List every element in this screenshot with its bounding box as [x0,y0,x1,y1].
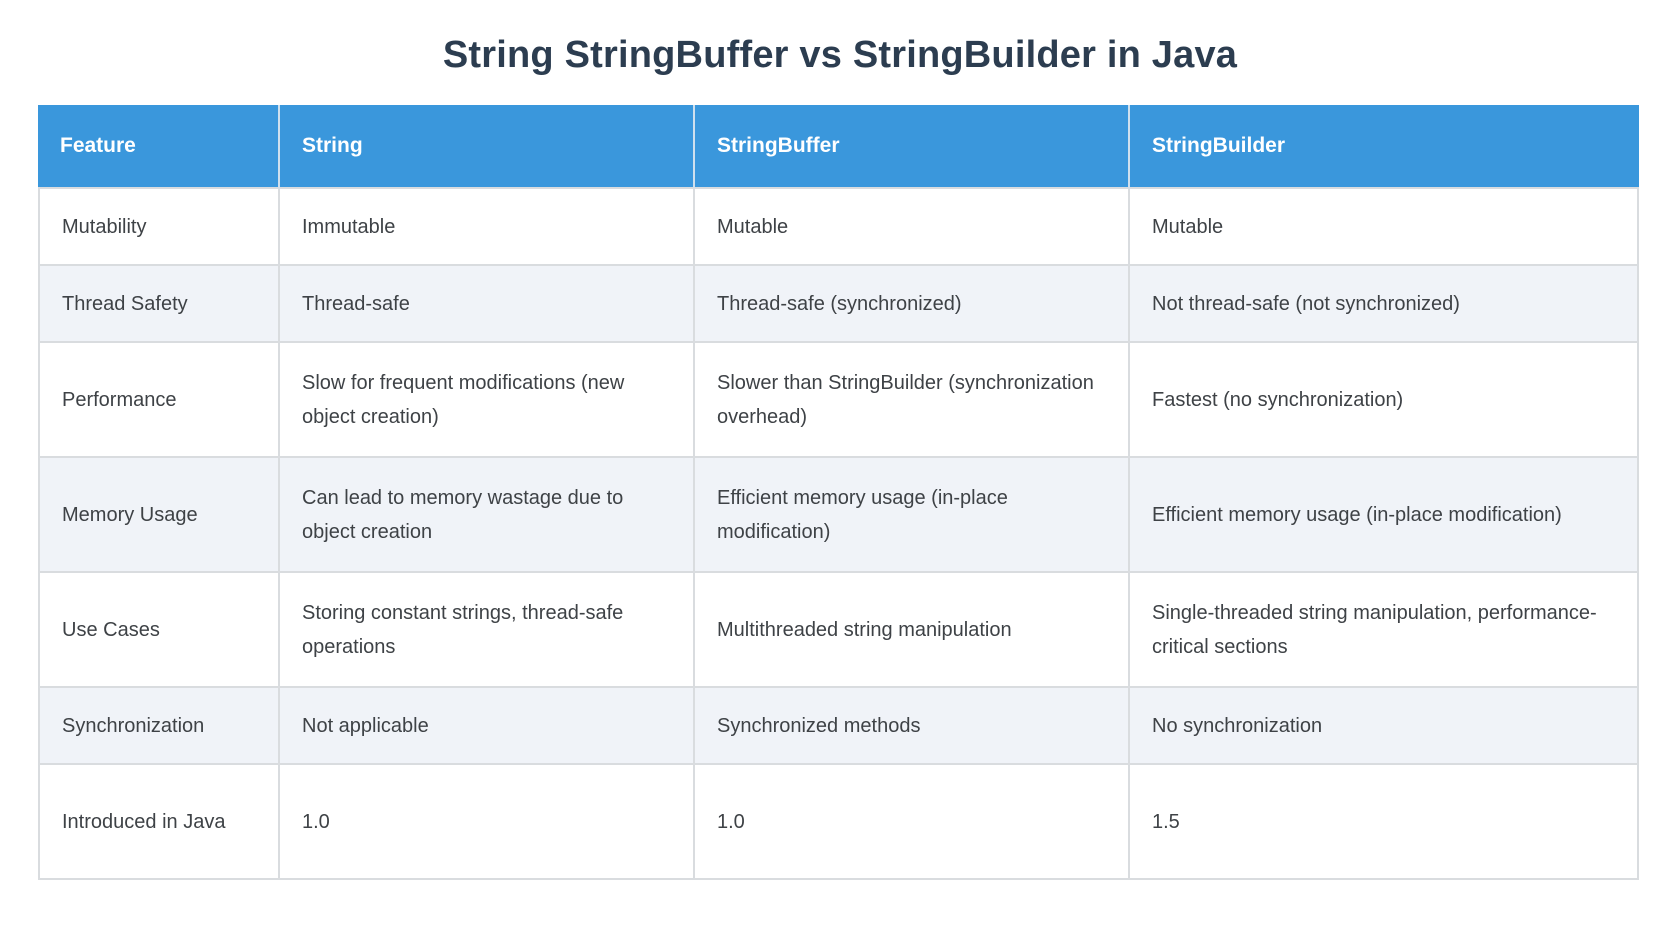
stringbuffer-cell: Slower than StringBuilder (synchronizati… [695,343,1130,458]
stringbuilder-cell: Efficient memory usage (in-place modific… [1130,458,1639,573]
header-cell-feature: Feature [38,105,280,189]
string-cell: 1.0 [280,765,695,880]
stringbuilder-cell: Single-threaded string manipulation, per… [1130,573,1639,688]
stringbuilder-cell: Not thread-safe (not synchronized) [1130,266,1639,343]
stringbuffer-cell: Thread-safe (synchronized) [695,266,1130,343]
table-row-synchronization: Synchronization Not applicable Synchroni… [38,688,1639,765]
header-cell-stringbuffer: StringBuffer [695,105,1130,189]
comparison-table: Feature String StringBuffer StringBuilde… [38,105,1639,880]
table-header: Feature String StringBuffer StringBuilde… [38,105,1639,189]
string-cell: Not applicable [280,688,695,765]
string-cell: Immutable [280,189,695,266]
stringbuffer-cell: Mutable [695,189,1130,266]
stringbuffer-cell: 1.0 [695,765,1130,880]
stringbuilder-cell: Fastest (no synchronization) [1130,343,1639,458]
table-row-use-cases: Use Cases Storing constant strings, thre… [38,573,1639,688]
stringbuffer-cell: Synchronized methods [695,688,1130,765]
stringbuilder-cell: No synchronization [1130,688,1639,765]
table-row-performance: Performance Slow for frequent modificati… [38,343,1639,458]
table-body: Mutability Immutable Mutable Mutable Thr… [38,189,1639,880]
comparison-table-container: Feature String StringBuffer StringBuilde… [38,105,1639,880]
stringbuilder-cell: 1.5 [1130,765,1639,880]
stringbuffer-cell: Efficient memory usage (in-place modific… [695,458,1130,573]
string-cell: Thread-safe [280,266,695,343]
header-cell-stringbuilder: StringBuilder [1130,105,1639,189]
feature-cell: Thread Safety [38,266,280,343]
feature-cell: Memory Usage [38,458,280,573]
header-row: Feature String StringBuffer StringBuilde… [38,105,1639,189]
feature-cell: Introduced in Java [38,765,280,880]
feature-cell: Synchronization [38,688,280,765]
page-title: String StringBuffer vs StringBuilder in … [442,34,1238,76]
stringbuilder-cell: Mutable [1130,189,1639,266]
stringbuffer-cell: Multithreaded string manipulation [695,573,1130,688]
feature-cell: Performance [38,343,280,458]
header-cell-string: String [280,105,695,189]
string-cell: Slow for frequent modifications (new obj… [280,343,695,458]
table-row-mutability: Mutability Immutable Mutable Mutable [38,189,1639,266]
string-cell: Can lead to memory wastage due to object… [280,458,695,573]
feature-cell: Use Cases [38,573,280,688]
string-cell: Storing constant strings, thread-safe op… [280,573,695,688]
table-row-memory-usage: Memory Usage Can lead to memory wastage … [38,458,1639,573]
table-row-thread-safety: Thread Safety Thread-safe Thread-safe (s… [38,266,1639,343]
feature-cell: Mutability [38,189,280,266]
table-row-introduced-in-java: Introduced in Java 1.0 1.0 1.5 [38,765,1639,880]
